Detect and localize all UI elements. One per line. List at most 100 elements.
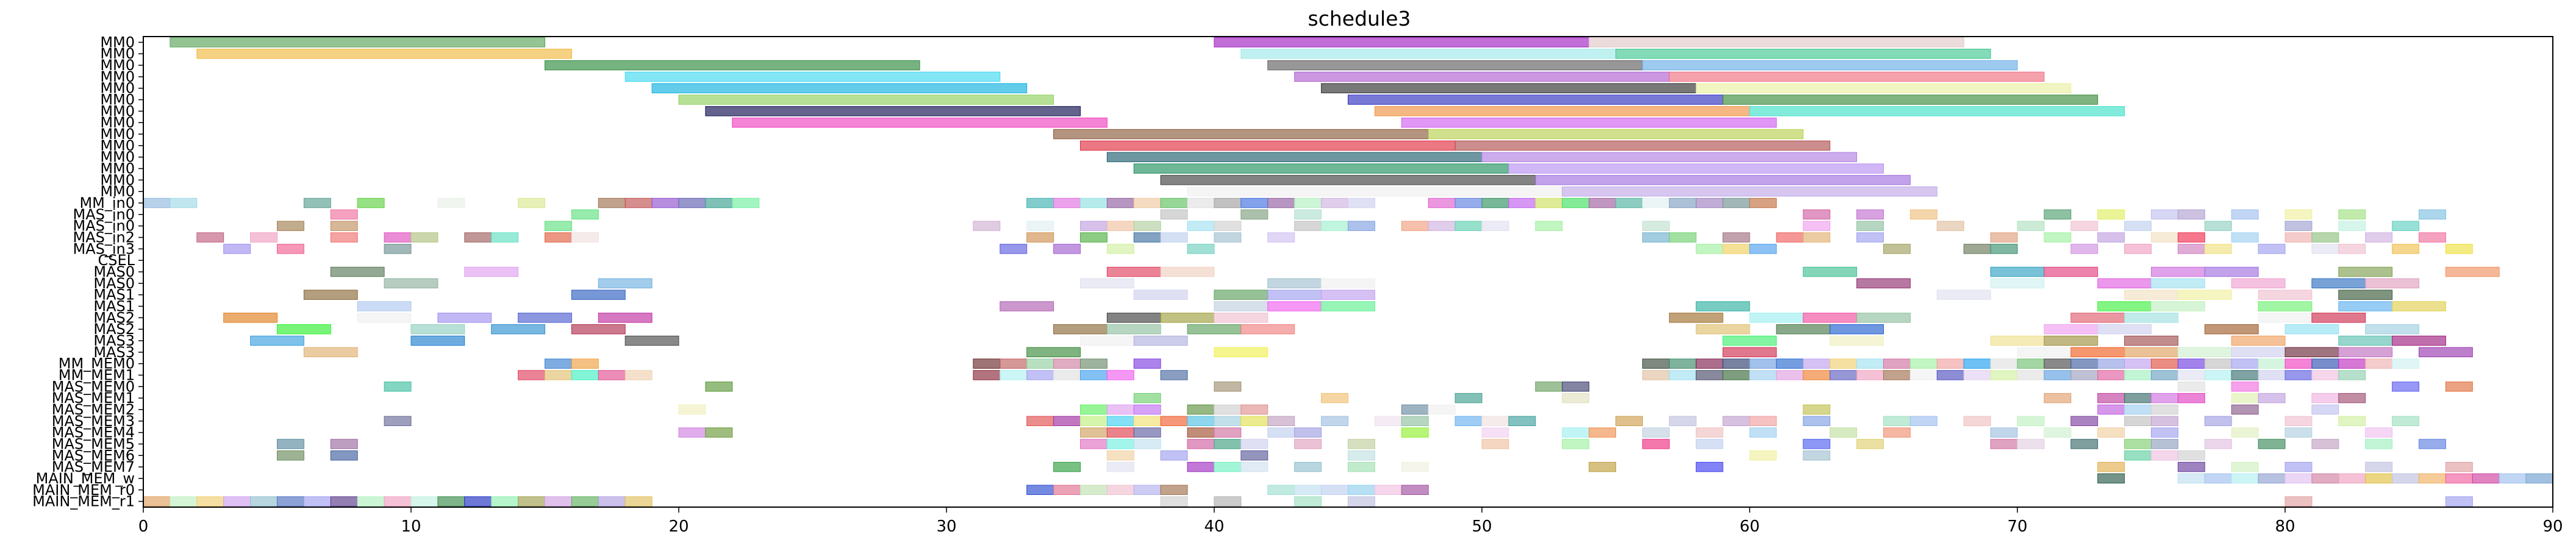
gantt-bar [2044, 370, 2072, 380]
gantt-bar [2070, 358, 2098, 369]
gantt-bar [1615, 197, 1643, 208]
gantt-bar [545, 358, 572, 369]
gantt-bar [624, 496, 653, 507]
gantt-bar [598, 197, 626, 208]
gantt-bar [1294, 496, 1322, 507]
gantt-bar [1160, 370, 1188, 380]
gantt-row [678, 427, 2393, 438]
gantt-bar [1053, 370, 1081, 380]
gantt-bar [1401, 416, 1429, 427]
gantt-bar [330, 232, 358, 243]
gantt-bar [1830, 358, 1858, 369]
gantt-bar [1106, 450, 1134, 461]
gantt-bar [1562, 382, 1590, 392]
gantt-bar [2258, 473, 2286, 484]
gantt-row [277, 450, 2205, 461]
gantt-bar [1053, 461, 1081, 472]
gantt-bar [678, 427, 706, 438]
gantt-bar [1883, 427, 1911, 438]
gantt-bar [545, 221, 572, 231]
gantt-bar [196, 232, 224, 243]
y-tick-label: MM0 [100, 137, 135, 154]
gantt-bar [1267, 197, 1295, 208]
gantt-bar [1776, 232, 1804, 243]
gantt-bar [1990, 439, 2018, 449]
gantt-bar [2151, 427, 2178, 438]
gantt-bar [2365, 358, 2393, 369]
gantt-bar [2392, 473, 2420, 484]
gantt-bar [2124, 450, 2152, 461]
gantt-bar [2177, 232, 2205, 243]
gantt-bar [2231, 382, 2259, 392]
gantt-bar [973, 358, 1001, 369]
gantt-bar [1294, 197, 1322, 208]
gantt-bar [2392, 358, 2420, 369]
gantt-bar [1642, 439, 1670, 449]
y-tick-label: MAS0 [93, 275, 135, 292]
gantt-bar [170, 37, 545, 48]
gantt-row [651, 83, 2072, 93]
gantt-bar [1080, 278, 1134, 289]
gantt-bar [1160, 175, 1536, 185]
gantt-bar [1642, 197, 1670, 208]
gantt-row [384, 278, 2419, 289]
gantt-bar [1936, 290, 1991, 300]
gantt-bar [1267, 278, 1322, 289]
gantt-bar [1080, 358, 1107, 369]
gantt-bar [1990, 335, 2045, 346]
gantt-bar [2365, 439, 2393, 449]
gantt-bar [2070, 313, 2125, 323]
gantt-bar [1508, 416, 1536, 427]
gantt-bar [2284, 209, 2313, 220]
y-tick-label: MAS2 [93, 309, 135, 326]
gantt-bar [330, 450, 358, 461]
gantt-bar [1803, 266, 1858, 277]
gantt-bar [170, 197, 198, 208]
gantt-bar [2177, 347, 2232, 358]
y-tick-label: MAS1 [93, 286, 135, 304]
gantt-row [250, 335, 2446, 346]
gantt-bar [1240, 49, 1616, 59]
gantt-bar [1749, 427, 1777, 438]
gantt-bar [1963, 416, 1991, 427]
gantt-bar [2392, 382, 2420, 392]
gantt-bar [1294, 461, 1322, 472]
gantt-bar [1321, 485, 1349, 495]
gantt-bar [2338, 347, 2393, 358]
gantt-bar [1401, 221, 1429, 231]
gantt-bar [1133, 221, 1161, 231]
gantt-bar [2097, 232, 2125, 243]
gantt-bar [330, 266, 385, 277]
gantt-bar [1080, 439, 1107, 449]
gantt-bar [1026, 416, 1054, 427]
gantt-bar [2151, 301, 2205, 311]
gantt-bar [2419, 473, 2446, 484]
gantt-bar [2365, 232, 2393, 243]
gantt-bar [357, 197, 385, 208]
gantt-bar [2258, 313, 2313, 323]
gantt-bar [223, 244, 251, 254]
gantt-row [196, 49, 1991, 59]
gantt-bar [2338, 393, 2366, 403]
gantt-bar [1080, 197, 1107, 208]
gantt-bar [2124, 416, 2152, 427]
y-tick-label: MM0 [100, 160, 135, 177]
gantt-bar [1695, 244, 1723, 254]
gantt-bar [1321, 197, 1349, 208]
gantt-bar [1187, 427, 1215, 438]
gantt-bar [1106, 244, 1134, 254]
gantt-bar [545, 60, 920, 71]
gantt-bar [1214, 382, 1242, 392]
gantt-bar [1883, 416, 1911, 427]
gantt-bar [2392, 301, 2446, 311]
gantt-bar [1080, 335, 1134, 346]
y-tick-label: MAS_MEM6 [52, 447, 135, 464]
gantt-bar [1481, 152, 1858, 162]
gantt-bar [1936, 221, 1964, 231]
gantt-bar [2151, 232, 2178, 243]
gantt-bar [2177, 290, 2232, 300]
gantt-bar [1187, 197, 1215, 208]
gantt-row [384, 382, 2473, 392]
gantt-bar [1214, 37, 1590, 48]
